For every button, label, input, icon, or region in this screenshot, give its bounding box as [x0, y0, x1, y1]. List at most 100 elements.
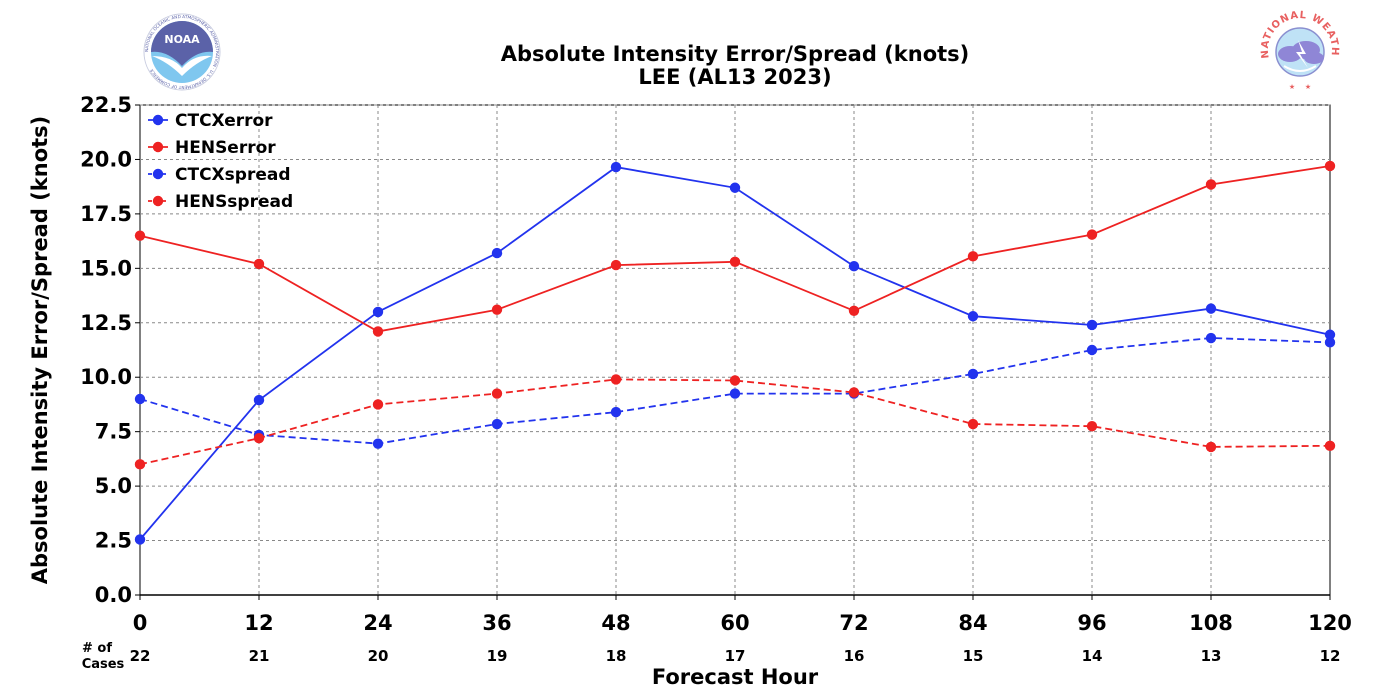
legend-label: CTCXerror — [175, 111, 273, 131]
data-point — [134, 230, 146, 241]
data-point — [967, 311, 979, 322]
series-line — [139, 337, 1331, 445]
data-point — [491, 304, 503, 315]
series-HENSspread — [134, 374, 1336, 470]
x-tick-label: 60 — [720, 611, 749, 635]
grid — [140, 104, 1330, 595]
x-tick-label: 36 — [482, 611, 511, 635]
x-tick-label: 84 — [958, 611, 987, 635]
series-CTCXspread — [134, 332, 1336, 449]
nws-logo: NATIONAL WEATHER SERVICE ★ ★ — [1260, 10, 1339, 91]
legend-item: CTCXspread — [148, 165, 291, 185]
x-tick-label: 0 — [133, 611, 148, 635]
data-point — [491, 247, 503, 259]
cases-label-line2: Cases — [82, 657, 125, 672]
data-point — [610, 161, 622, 173]
data-point — [610, 259, 622, 271]
legend-marker — [152, 141, 164, 153]
x-tick-label: 24 — [363, 611, 392, 635]
svg-text:★: ★ — [1305, 83, 1311, 91]
data-point — [1205, 303, 1217, 314]
case-count: 18 — [606, 647, 627, 665]
data-point — [491, 388, 503, 399]
data-point — [1086, 344, 1098, 356]
data-point — [1324, 329, 1336, 340]
y-axis-ticks: 0.0 2.5 5.0 7.5 10.0 12.5 15.0 17.5 20.0 22.5 — [80, 93, 140, 607]
legend-label: CTCXspread — [175, 165, 291, 185]
data-point — [134, 393, 146, 405]
data-point — [848, 305, 860, 316]
data-point — [1205, 179, 1217, 190]
x-tick-label: 96 — [1077, 611, 1106, 635]
data-point — [134, 459, 146, 470]
x-axis-ticks: 0 12 24 36 48 60 72 84 96 108 120 — [133, 595, 1352, 635]
data-point — [848, 260, 860, 272]
x-axis-label: Forecast Hour — [652, 665, 819, 689]
y-tick-label: 5.0 — [95, 474, 132, 498]
data-point — [1324, 337, 1336, 348]
series-layer — [134, 160, 1336, 545]
y-tick-label: 0.0 — [95, 583, 132, 607]
data-point — [1086, 421, 1098, 432]
cases-label-line1: # of — [82, 641, 112, 656]
data-point — [1086, 319, 1098, 331]
cases-row: 22 21 20 19 18 17 16 15 14 13 12 — [130, 647, 1341, 665]
case-count: 12 — [1320, 647, 1341, 665]
data-point — [491, 418, 503, 430]
case-count: 19 — [487, 647, 508, 665]
case-count: 20 — [368, 647, 389, 665]
series-CTCXerror — [134, 161, 1336, 545]
case-count: 16 — [844, 647, 865, 665]
data-point — [610, 406, 622, 418]
data-point — [253, 394, 265, 406]
data-point — [729, 182, 741, 193]
y-tick-label: 12.5 — [80, 311, 132, 335]
data-point — [372, 306, 384, 318]
y-tick-label: 22.5 — [80, 93, 132, 117]
chart-subtitle: LEE (AL13 2023) — [638, 65, 831, 89]
x-tick-label: 108 — [1189, 611, 1233, 635]
data-point — [1205, 332, 1217, 344]
data-point — [729, 388, 741, 399]
data-point — [372, 399, 384, 410]
y-tick-label: 15.0 — [80, 256, 132, 280]
legend-marker — [152, 168, 164, 180]
x-tick-label: 12 — [244, 611, 273, 635]
noaa-logo-text: NOAA — [164, 33, 200, 46]
data-point — [372, 326, 384, 337]
y-tick-label: 17.5 — [80, 202, 132, 226]
data-point — [1324, 160, 1336, 172]
data-point — [729, 375, 741, 386]
data-point — [967, 251, 979, 262]
x-tick-label: 120 — [1308, 611, 1352, 635]
legend-item: HENSerror — [148, 138, 276, 158]
data-point — [134, 534, 146, 545]
data-point — [253, 433, 265, 444]
data-point — [1324, 440, 1336, 452]
legend-item: CTCXerror — [148, 111, 273, 131]
case-count: 13 — [1201, 647, 1222, 665]
legend-item: HENSspread — [148, 192, 293, 212]
legend-marker — [152, 114, 164, 126]
case-count: 22 — [130, 647, 151, 665]
case-count: 14 — [1082, 647, 1103, 665]
x-tick-label: 72 — [839, 611, 868, 635]
y-tick-label: 2.5 — [95, 529, 132, 553]
case-count: 21 — [249, 647, 270, 665]
legend-label: HENSerror — [175, 138, 276, 158]
data-point — [1205, 441, 1217, 453]
y-tick-label: 10.0 — [80, 365, 132, 389]
case-count: 15 — [963, 647, 984, 665]
series-HENSerror — [134, 160, 1336, 337]
chart-title: Absolute Intensity Error/Spread (knots) — [501, 42, 970, 66]
legend-label: HENSspread — [175, 192, 293, 212]
legend: CTCXerror HENSerror CTCXspread HENSspread — [148, 111, 293, 212]
case-count: 17 — [725, 647, 746, 665]
data-point — [967, 368, 979, 380]
data-point — [848, 387, 860, 398]
series-line — [139, 378, 1331, 466]
data-point — [729, 256, 741, 267]
legend-marker — [152, 195, 164, 207]
y-axis-label: Absolute Intensity Error/Spread (knots) — [28, 116, 52, 585]
